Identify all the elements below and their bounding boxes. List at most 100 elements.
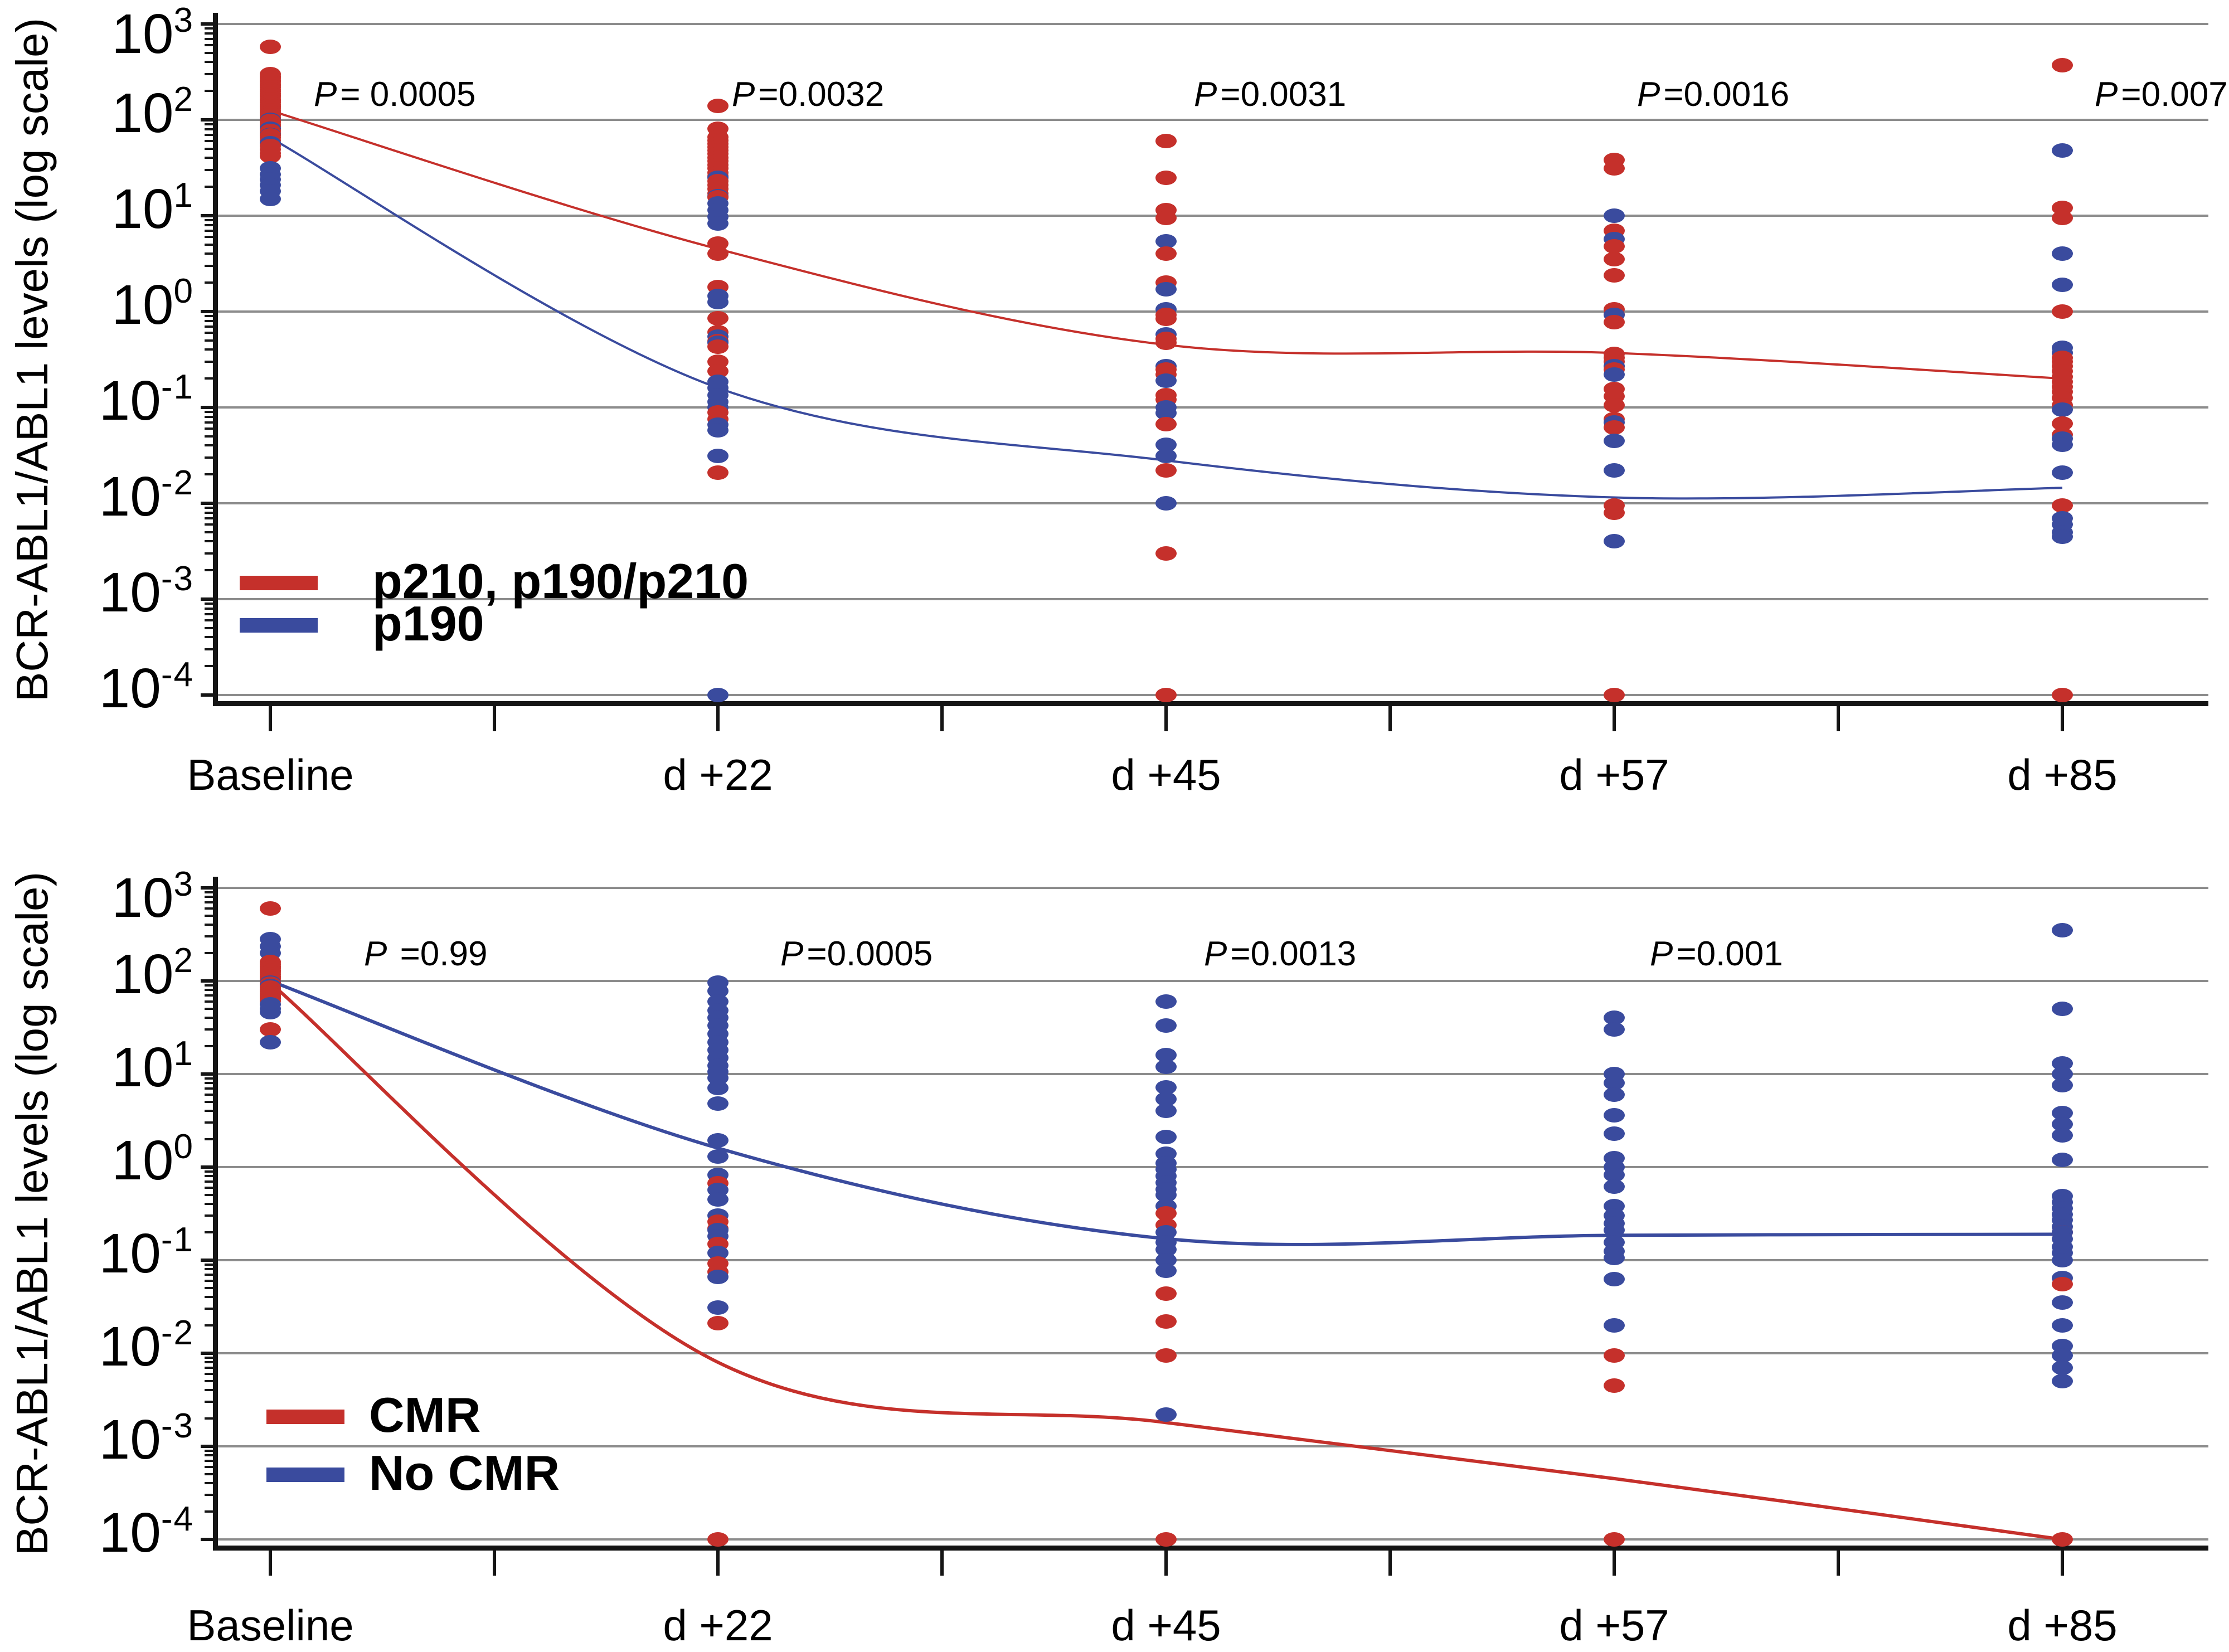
data-point bbox=[260, 39, 281, 54]
data-point bbox=[1604, 1223, 1625, 1238]
data-point bbox=[2052, 1277, 2073, 1292]
y-tick-exponent: 3 bbox=[173, 1, 194, 40]
x-axis-minor-tick bbox=[1388, 1551, 1392, 1576]
p-value-label: P=0.001 bbox=[1650, 936, 1783, 972]
y-axis-major-tick bbox=[201, 597, 213, 601]
x-axis-tick-label: d +22 bbox=[663, 1601, 773, 1650]
y-axis-minor-tick bbox=[205, 32, 213, 35]
data-point bbox=[260, 901, 281, 916]
data-point bbox=[707, 1096, 729, 1111]
data-point bbox=[2052, 246, 2073, 261]
x-axis-major-tick bbox=[269, 1551, 272, 1576]
p-value-label: P=0.007 bbox=[2095, 77, 2228, 113]
p-value-label: P= 0.0005 bbox=[314, 77, 475, 113]
x-axis-major-tick bbox=[1164, 1551, 1168, 1576]
y-axis-minor-tick bbox=[205, 157, 213, 159]
data-point bbox=[1604, 463, 1625, 478]
y-tick-exponent: 2 bbox=[173, 941, 194, 980]
data-point bbox=[1604, 208, 1625, 223]
data-point bbox=[1604, 1318, 1625, 1333]
data-point bbox=[1604, 367, 1625, 382]
y-axis-tick-label: 10-2 bbox=[66, 1314, 194, 1382]
data-point bbox=[260, 1034, 281, 1049]
y-axis-minor-tick bbox=[205, 1077, 213, 1080]
x-axis-tick-label: d +85 bbox=[2007, 1601, 2118, 1650]
data-point bbox=[707, 1080, 729, 1095]
y-axis-minor-tick bbox=[205, 1094, 213, 1096]
y-gridline bbox=[213, 310, 2208, 313]
data-point bbox=[707, 688, 729, 702]
y-axis-major-tick bbox=[201, 502, 213, 505]
y-axis-major-tick bbox=[201, 1259, 213, 1262]
p-value-prefix: P bbox=[1637, 75, 1660, 114]
data-point bbox=[1604, 1251, 1625, 1266]
data-point bbox=[260, 191, 281, 206]
y-axis-minor-tick bbox=[205, 1280, 213, 1282]
x-axis-tick-label: d +57 bbox=[1559, 750, 1669, 799]
y-axis-minor-tick bbox=[205, 168, 213, 171]
data-point bbox=[1155, 210, 1177, 225]
data-point bbox=[707, 295, 729, 310]
y-axis-minor-tick bbox=[205, 1510, 213, 1513]
data-point bbox=[260, 1022, 281, 1037]
y-gridline bbox=[213, 1538, 2208, 1541]
x-axis-minor-tick bbox=[492, 706, 496, 731]
data-point bbox=[707, 339, 729, 354]
data-point bbox=[2052, 529, 2073, 544]
y-gridline bbox=[213, 1073, 2208, 1075]
p-value-prefix: P bbox=[1204, 935, 1227, 973]
y-axis-minor-tick bbox=[205, 1324, 213, 1327]
y-axis-major-tick bbox=[201, 310, 213, 313]
y-axis-minor-tick bbox=[205, 1138, 213, 1140]
p-value-prefix: P bbox=[780, 935, 804, 973]
p-value-label: P=0.0005 bbox=[780, 936, 933, 972]
data-point bbox=[707, 1133, 729, 1148]
data-point bbox=[1604, 161, 1625, 176]
data-point bbox=[707, 422, 729, 438]
y-tick-base: 10 bbox=[111, 867, 174, 929]
y-axis-minor-tick bbox=[205, 1082, 213, 1085]
y-axis-major-tick bbox=[201, 1445, 213, 1448]
y-axis-minor-tick bbox=[205, 218, 213, 221]
data-point bbox=[707, 1316, 729, 1331]
p-value-prefix: P bbox=[1650, 935, 1673, 973]
y-axis-minor-tick bbox=[205, 1459, 213, 1462]
y-axis-minor-tick bbox=[205, 51, 213, 54]
y-axis-tick-label: 103 bbox=[66, 1, 194, 70]
data-point bbox=[1604, 1179, 1625, 1194]
y-axis-minor-tick bbox=[205, 626, 213, 629]
y-axis-minor-tick bbox=[205, 1361, 213, 1364]
legend-swatch-blue bbox=[240, 618, 318, 633]
y-axis-minor-tick bbox=[205, 314, 213, 317]
y-axis-minor-tick bbox=[205, 569, 213, 572]
legend-label: CMR bbox=[369, 1387, 481, 1442]
p-value-prefix: P bbox=[314, 75, 337, 114]
y-axis-minor-tick bbox=[205, 339, 213, 342]
y-axis-minor-tick bbox=[205, 1101, 213, 1104]
x-axis-tick-label: d +22 bbox=[663, 750, 773, 799]
data-point bbox=[2052, 437, 2073, 452]
p-value-label: P=0.0031 bbox=[1194, 77, 1346, 113]
x-axis-major-tick bbox=[1613, 706, 1616, 731]
data-point bbox=[1604, 1532, 1625, 1547]
y-axis-major-tick bbox=[201, 118, 213, 122]
y-axis-minor-tick bbox=[205, 415, 213, 418]
data-point bbox=[1155, 994, 1177, 1009]
p-value-prefix: P bbox=[732, 75, 755, 114]
y-axis-minor-tick bbox=[205, 147, 213, 150]
y-axis-minor-tick bbox=[205, 252, 213, 255]
x-axis-tick-label: d +45 bbox=[1111, 750, 1221, 799]
data-point bbox=[707, 449, 729, 464]
data-point bbox=[1155, 1059, 1177, 1074]
y-axis-minor-tick bbox=[205, 1263, 213, 1266]
y-axis-minor-tick bbox=[205, 1473, 213, 1476]
y-tick-base: 10 bbox=[99, 1502, 161, 1564]
y-axis-minor-tick bbox=[205, 1366, 213, 1369]
y-axis-minor-tick bbox=[205, 44, 213, 47]
y-axis-minor-tick bbox=[205, 994, 213, 997]
y-axis-minor-tick bbox=[205, 602, 213, 605]
y-axis-minor-tick bbox=[205, 951, 213, 954]
data-point bbox=[1604, 534, 1625, 549]
data-point bbox=[2052, 402, 2073, 417]
data-point bbox=[2052, 304, 2073, 319]
